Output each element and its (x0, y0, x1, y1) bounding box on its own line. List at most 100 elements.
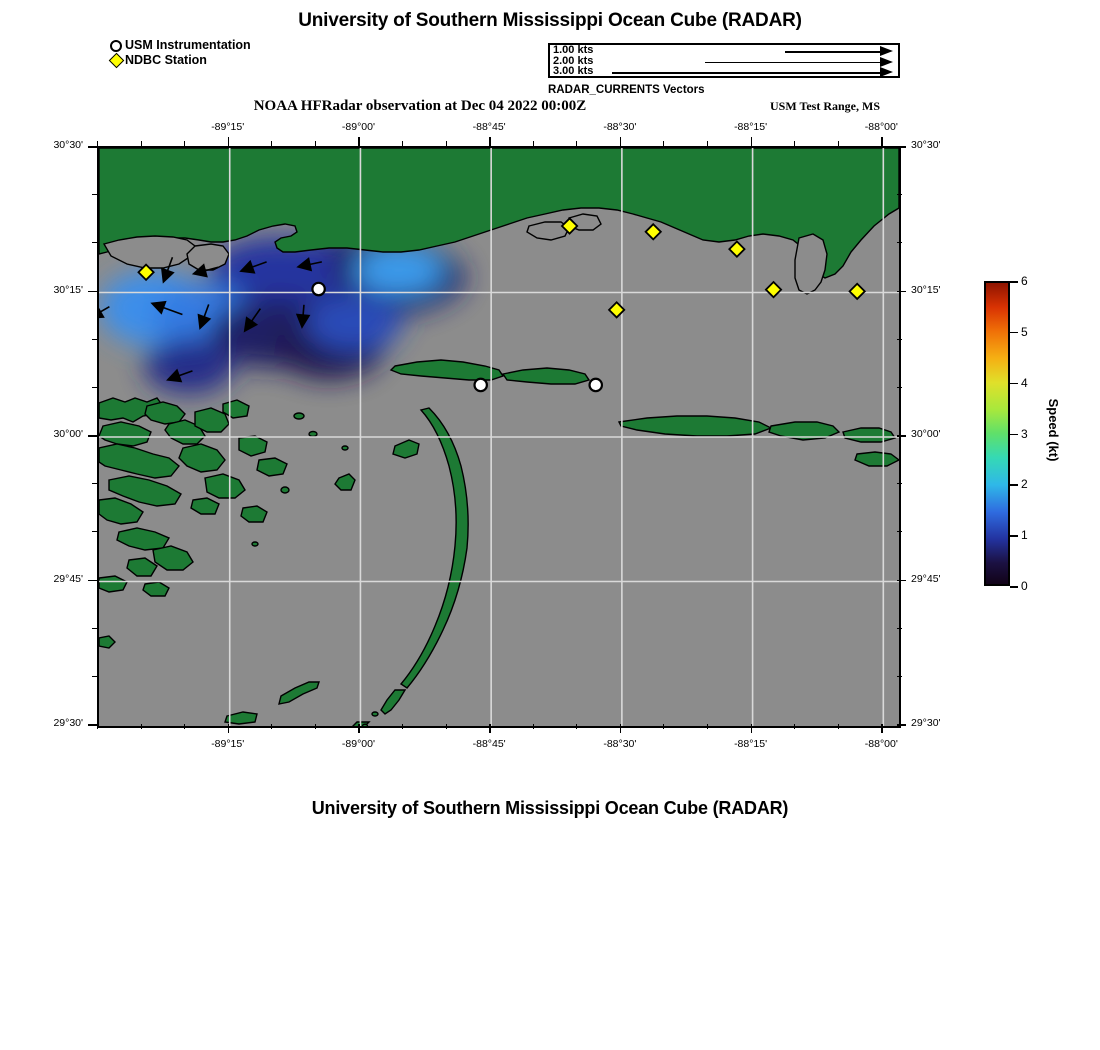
vector-arrow-head (295, 313, 311, 329)
vector-scale-legend: 1.00 kts 2.00 kts 3.00 kts (548, 43, 900, 78)
vector-tail (249, 308, 262, 324)
axis-tick (88, 146, 97, 148)
colorbar-tick (1010, 535, 1018, 537)
marsh-patch-13 (126, 557, 158, 577)
speed-blob (306, 295, 402, 351)
marsh-patch-18 (190, 497, 220, 515)
islet-7 (854, 451, 899, 467)
breton-island (278, 681, 320, 705)
colorbar-tick (1010, 586, 1018, 588)
vector-arrow-head (99, 305, 105, 319)
axis-tick (750, 137, 753, 146)
page-title: University of Southern Mississippi Ocean… (298, 10, 802, 31)
axis-tick (88, 435, 97, 437)
marsh-patch-10 (178, 443, 226, 473)
marsh-patch-17 (240, 505, 268, 523)
axis-label: 29°30' (911, 717, 941, 729)
current-vector (243, 308, 262, 333)
marsh-patch-4 (108, 475, 182, 507)
marsh-patch-5 (99, 497, 144, 525)
marsh-patch-14 (238, 435, 268, 457)
vector-arrow-head (243, 316, 259, 333)
colorbar-tick-label: 3 (1021, 426, 1028, 441)
axis-label: -88°15' (734, 121, 768, 133)
axis-label: -88°45' (472, 738, 506, 750)
axis-label: -88°00' (864, 738, 898, 750)
legend-label-usm: USM Instrumentation (125, 38, 251, 52)
axis-label: 29°45' (53, 572, 83, 585)
map-svg (99, 148, 899, 726)
marsh-patch-19 (99, 575, 128, 593)
axis-label: -89°00' (341, 738, 375, 750)
current-vector (197, 304, 212, 330)
axis-tick (619, 137, 622, 146)
back-bay-biloxi (526, 221, 570, 241)
islet-1 (293, 412, 305, 420)
colorbar-gradient (984, 281, 1010, 586)
axis-label: -89°15' (211, 738, 245, 750)
land-layer (99, 148, 899, 726)
ndbc-station-marker (644, 222, 663, 241)
colorbar-tick (1010, 382, 1018, 385)
axis-label: -88°00' (864, 121, 898, 133)
marsh-patch-3 (99, 443, 180, 479)
vector-tail (161, 306, 183, 316)
colorbar-tick-label: 2 (1021, 477, 1028, 492)
axis-tick (88, 290, 97, 292)
current-vector (150, 300, 183, 316)
axis-tick (489, 137, 491, 146)
legend-label-ndbc: NDBC Station (125, 53, 207, 67)
arrow-head-icon (880, 56, 893, 67)
vector-scale-caption: RADAR_CURRENTS Vectors (548, 84, 705, 96)
usm-instrumentation-marker (311, 281, 326, 297)
vector-tail (177, 370, 193, 378)
marsh-patch-12 (152, 545, 194, 571)
vector-arrow-head (166, 368, 183, 383)
islet-4 (251, 541, 259, 547)
islet-5 (341, 445, 349, 451)
current-vector (166, 368, 193, 383)
chandeleur-south-1 (380, 689, 407, 715)
marker-legend: USM Instrumentation NDBC Station (108, 38, 251, 69)
chandeleur-islet-2 (361, 723, 369, 726)
ndbc-station-marker (764, 280, 783, 299)
current-vector (295, 304, 311, 329)
station-markers-layer (137, 217, 867, 393)
chandeleur-islet-1 (371, 711, 379, 717)
lake-borgne (186, 243, 230, 271)
current-vector (99, 305, 110, 319)
islet-6 (842, 427, 897, 443)
vector-scale-label-3: 3.00 kts (553, 65, 594, 77)
axis-label: -88°15' (734, 738, 768, 750)
vector-arrow-head (160, 267, 175, 284)
speed-blob (144, 338, 234, 394)
vector-scale-label-2: 2.00 kts (553, 54, 594, 67)
legend-item-ndbc: NDBC Station (108, 52, 251, 69)
vector-arrow-head (296, 257, 313, 272)
petit-bois-island (617, 415, 773, 437)
colorbar-tick (1010, 331, 1018, 334)
current-vector (239, 259, 267, 274)
colorbar-tick-label: 5 (1021, 324, 1028, 339)
vector-scale-row-1: 1.00 kts (550, 45, 898, 57)
vector-scale-row-3: 3.00 kts (550, 65, 898, 78)
marsh-patch-11 (204, 473, 246, 499)
axis-tick (88, 724, 97, 726)
axis-tick (227, 137, 230, 146)
usm-instrumentation-marker (473, 377, 488, 393)
axis-label: 30°30' (53, 139, 83, 151)
arrow-head-icon (880, 67, 893, 77)
axis-label: -88°45' (472, 121, 506, 133)
chandeleur-islands (399, 407, 469, 689)
axis-label: 29°30' (53, 717, 83, 729)
speed-blob (354, 246, 444, 294)
map-clip (99, 148, 899, 726)
vector-arrow-head (150, 300, 167, 315)
axis-tick (881, 137, 883, 146)
colorbar: 0 1 2 3 4 5 6 (984, 274, 1028, 593)
islet-3 (280, 486, 290, 494)
ship-island (389, 359, 505, 381)
map-canvas[interactable] (97, 146, 901, 728)
vector-arrow-head (197, 313, 212, 330)
test-range-label: USM Test Range, MS (770, 99, 881, 113)
